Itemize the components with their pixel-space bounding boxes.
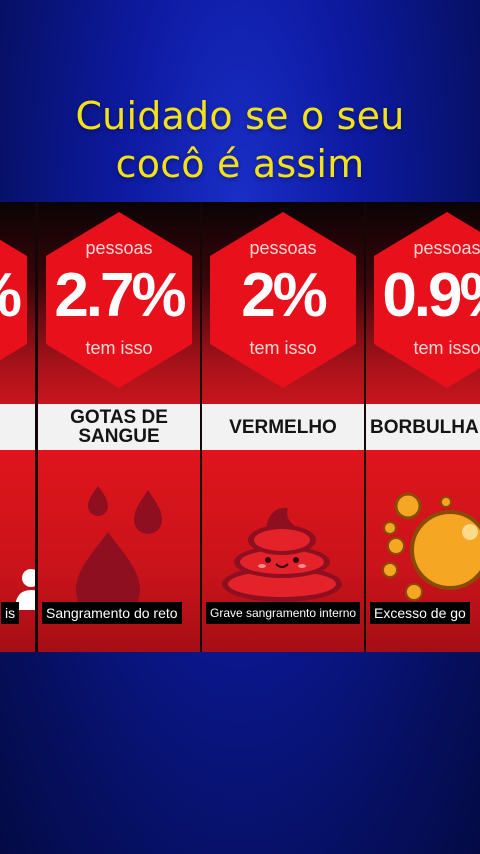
percentage-prefix: pessoas (249, 238, 317, 258)
card-vermelho: pessoas 2% tem isso VERMELHO (202, 202, 364, 652)
percentage-value: 2.7% (54, 261, 186, 330)
category-name-line-2: SANGUE (78, 426, 160, 447)
percentage-hexagon: pessoas 2% tem isso (210, 212, 356, 388)
category-band (0, 404, 35, 450)
card-caption: Excesso de go (370, 602, 470, 624)
percentage-suffix: tem isso (413, 338, 480, 358)
title-line-1: Cuidado se o seu (75, 94, 405, 138)
category-name-line-1: VERMELHO (229, 416, 337, 438)
percentage-suffix: tem isso (249, 338, 317, 358)
category-name-line-1: BORBULHA (370, 416, 479, 438)
bubbles-icon (382, 492, 480, 601)
category-band: GOTAS DE SANGUE (38, 404, 200, 450)
category-band: BORBULHA (366, 404, 480, 450)
card-borbulha: pessoas 0.9% tem isso BORBULHA Excesso d… (366, 202, 480, 652)
percentage-value: % (0, 258, 27, 334)
title-line-2: cocô é assim (115, 142, 365, 186)
cards-strip[interactable]: % is pessoas 2.7% tem isso GOTAS DE SANG… (0, 202, 480, 652)
category-band: VERMELHO (202, 404, 364, 450)
percentage-suffix: tem isso (85, 338, 153, 358)
person-icon (15, 569, 35, 610)
percentage-prefix: pessoas (413, 238, 480, 258)
percentage-value: 2% (241, 261, 328, 330)
card-gotas-de-sangue: pessoas 2.7% tem isso GOTAS DE SANGUE Sa… (38, 202, 200, 652)
card-caption: Sangramento do reto (42, 602, 182, 624)
card-caption: is (1, 602, 20, 624)
category-name-line-1: GOTAS DE (70, 407, 168, 428)
percentage-hexagon: pessoas 0.9% tem isso (374, 212, 480, 388)
page-title: Cuidado se o seu cocô é assim (0, 92, 480, 188)
red-poop-icon (222, 507, 342, 602)
card-caption: Grave sangramento interno (206, 602, 361, 624)
percentage-prefix: pessoas (85, 238, 153, 258)
percentage-value: 0.9% (382, 261, 480, 330)
blood-drops-icon (76, 486, 162, 622)
card-partial: % is (0, 202, 35, 652)
